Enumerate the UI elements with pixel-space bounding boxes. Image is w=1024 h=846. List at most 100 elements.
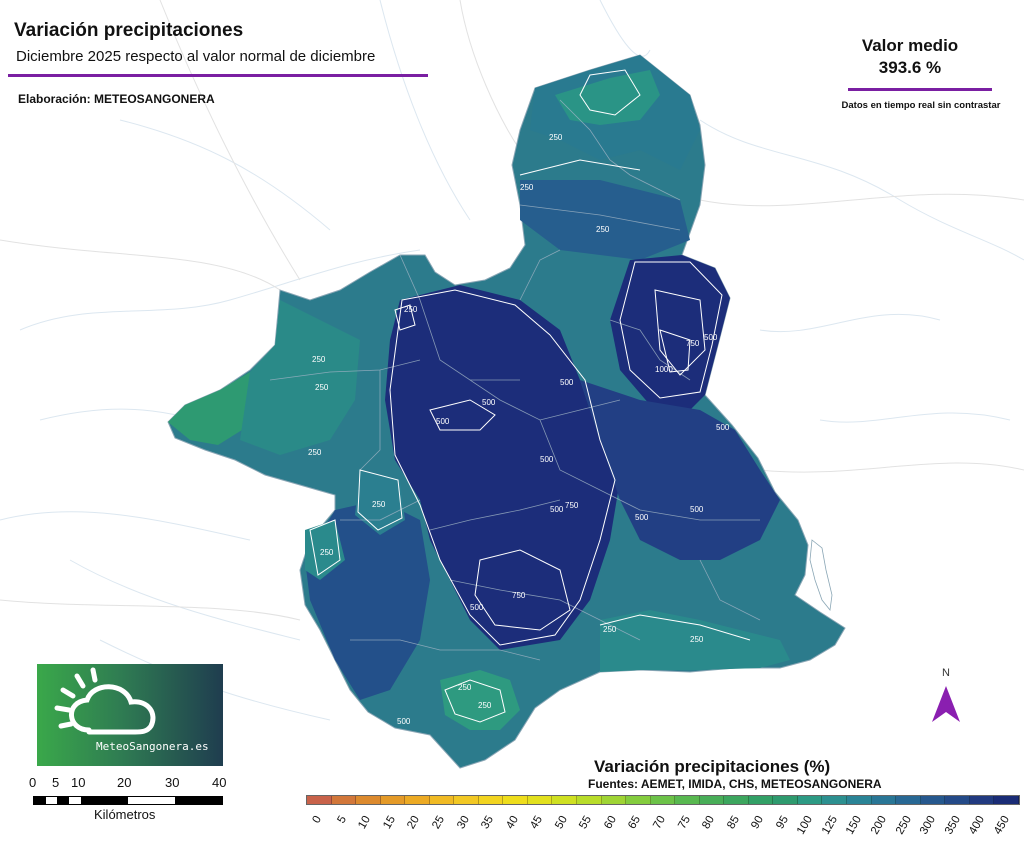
legend-tick-label: 30 bbox=[454, 814, 472, 832]
legend-swatch bbox=[552, 796, 578, 804]
legend-swatch bbox=[871, 796, 897, 804]
legend-tick-label: 450 bbox=[991, 814, 1012, 837]
legend-tick-label: 45 bbox=[528, 814, 546, 832]
legend-tick-label: 95 bbox=[773, 814, 791, 832]
isoline-label: 500 bbox=[635, 513, 649, 522]
legend-tick-label: 60 bbox=[602, 814, 619, 832]
legend-tick-label: 35 bbox=[479, 814, 497, 832]
logo-panel bbox=[37, 664, 223, 766]
precipitation-fields bbox=[168, 55, 790, 730]
legend-swatch bbox=[503, 796, 528, 804]
legend-tick-label: 150 bbox=[844, 814, 865, 837]
legend-tick-label: 25 bbox=[430, 814, 448, 832]
legend-tick-label: 400 bbox=[967, 814, 988, 837]
isolines bbox=[309, 69, 751, 723]
average-value: 393.6 % bbox=[878, 58, 942, 77]
legend-swatch bbox=[478, 796, 504, 804]
logo-text: MeteoSangonera.es bbox=[96, 740, 209, 753]
scale-tick-label: 20 bbox=[117, 775, 132, 790]
isoline-label: 500 bbox=[436, 417, 450, 426]
legend-tick-label: 15 bbox=[381, 814, 398, 832]
isoline-label: 500 bbox=[704, 333, 718, 342]
isoline-label: 500 bbox=[560, 378, 574, 387]
isoline-label: 250 bbox=[478, 701, 492, 710]
scale-tick-label: 30 bbox=[165, 775, 180, 790]
title-underline bbox=[8, 74, 428, 77]
legend-tick-label: 40 bbox=[503, 814, 521, 832]
legend-tick-label: 100 bbox=[795, 814, 816, 837]
legend-tick-label: 70 bbox=[651, 814, 668, 832]
credit-text: Elaboración: METEOSANGONERA bbox=[18, 92, 215, 106]
isoline-label: 250 bbox=[312, 355, 326, 364]
background-borders bbox=[0, 0, 1024, 621]
isoline-label: 500 bbox=[690, 505, 704, 514]
legend-swatch bbox=[896, 796, 921, 804]
legend-swatch bbox=[748, 796, 774, 804]
isoline-label: 500 bbox=[540, 455, 554, 464]
legend-tick-label: 250 bbox=[893, 814, 914, 837]
legend-swatch bbox=[969, 796, 995, 804]
legend-swatch bbox=[797, 796, 823, 804]
isoline-label: 250 bbox=[690, 635, 704, 644]
scale-tick-label: 5 bbox=[52, 775, 60, 790]
isoline-label: 1000 bbox=[655, 365, 673, 374]
legend-title: Variación precipitaciones (%) bbox=[594, 757, 831, 776]
north-label: N bbox=[942, 667, 950, 679]
scale-tick-label: 10 bbox=[71, 775, 86, 790]
legend-swatch bbox=[675, 796, 700, 804]
legend-swatch bbox=[307, 796, 332, 804]
isoline-label: 250 bbox=[549, 133, 563, 142]
municipal-boundaries bbox=[269, 99, 761, 661]
legend-swatch bbox=[454, 796, 479, 804]
legend-swatch bbox=[527, 796, 553, 804]
legend-swatch bbox=[429, 796, 455, 804]
isoline-label: 500 bbox=[397, 717, 411, 726]
scale-bar bbox=[33, 796, 223, 805]
scale-unit: Kilómetros bbox=[94, 807, 156, 822]
scale-tick-label: 0 bbox=[29, 775, 37, 790]
isoline-label: 250 bbox=[603, 625, 617, 634]
legend-swatch bbox=[626, 796, 651, 804]
north-arrow: N bbox=[930, 664, 962, 726]
legend-swatch bbox=[601, 796, 627, 804]
isoline-label: 250 bbox=[320, 548, 334, 557]
legend-tick-label: 50 bbox=[552, 814, 570, 832]
legend-tick-labels: 0 5 10 15 20 25 30 35 40 45 50 55 60 65 70 75 80 85 90 95 10… bbox=[306, 806, 1020, 837]
map-title: Variación precipitaciones bbox=[14, 20, 244, 41]
legend-swatch bbox=[699, 796, 725, 804]
legend-swatch bbox=[773, 796, 798, 804]
isoline-label: 250 bbox=[308, 448, 322, 457]
legend-tick-label: 55 bbox=[577, 814, 595, 832]
legend-swatch bbox=[945, 796, 970, 804]
isoline-label: 750 bbox=[512, 591, 526, 600]
isoline-label: 500 bbox=[716, 423, 730, 432]
map-subtitle: Diciembre 2025 respecto al valor normal … bbox=[16, 48, 376, 65]
legend-tick-label: 75 bbox=[675, 814, 693, 832]
legend-tick-label: 65 bbox=[626, 814, 644, 832]
legend-swatch bbox=[724, 796, 749, 804]
legend-sources: Fuentes: AEMET, IMIDA, CHS, METEOSANGONE… bbox=[588, 777, 882, 791]
legend-tick-label: 350 bbox=[942, 814, 963, 837]
scale-tick-label: 40 bbox=[212, 775, 227, 790]
isoline-label: 750 bbox=[686, 339, 700, 348]
isoline-label: 250 bbox=[458, 683, 472, 692]
isoline-label: 500 bbox=[470, 603, 484, 612]
cloud-sun-logo-icon bbox=[54, 667, 156, 735]
mar-menor bbox=[809, 539, 833, 611]
legend-tick-label: 300 bbox=[918, 814, 939, 837]
average-note: Datos en tiempo real sin contrastar bbox=[841, 100, 1001, 111]
legend-swatch bbox=[405, 796, 430, 804]
isoline-label: 500 bbox=[482, 398, 496, 407]
legend-swatch bbox=[380, 796, 406, 804]
legend-tick-label: 20 bbox=[405, 814, 423, 832]
legend-swatch bbox=[822, 796, 848, 804]
legend-tick-label: 90 bbox=[749, 814, 767, 832]
legend-swatch bbox=[577, 796, 602, 804]
isoline-label: 250 bbox=[596, 225, 610, 234]
isoline-label: 250 bbox=[372, 500, 386, 509]
legend-tick-label: 125 bbox=[819, 814, 840, 837]
isoline-label: 500 bbox=[550, 505, 564, 514]
legend-tick-label: 80 bbox=[700, 814, 718, 832]
isoline-label: 250 bbox=[520, 183, 534, 192]
